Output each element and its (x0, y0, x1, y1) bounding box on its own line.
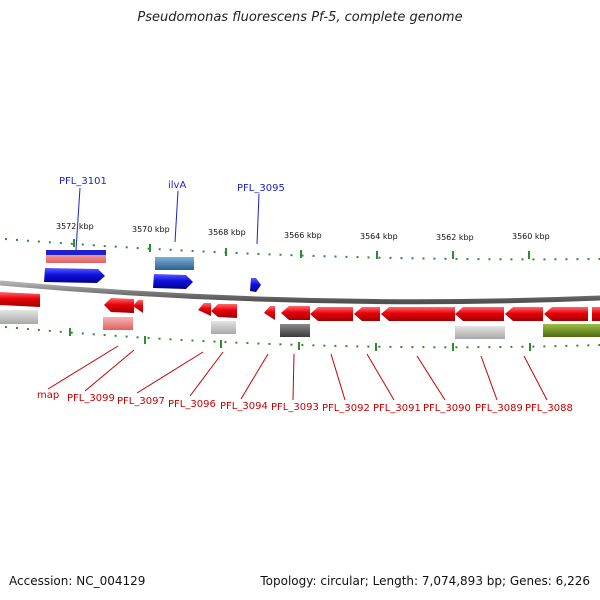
gene-arrow-pfl-3096[interactable] (211, 304, 237, 318)
gene-label-pfl-3095[interactable]: PFL_3095 (237, 183, 285, 194)
scale-labels: 3572 kbp 3570 kbp 3568 kbp 3566 kbp 3564… (56, 222, 550, 242)
gene-label-pfl-3090[interactable]: PFL_3090 (423, 403, 471, 414)
gene-label-pfl-3089[interactable]: PFL_3089 (475, 403, 523, 414)
gene-arrow-pfl-3089[interactable] (455, 307, 504, 321)
gene-track-steel[interactable] (155, 257, 194, 270)
gene-label-pfl-3092[interactable]: PFL_3092 (322, 403, 370, 414)
gene-arrow-pfl-3093[interactable] (281, 306, 310, 320)
scale-label-3560: 3560 kbp (512, 232, 550, 241)
gene-arrow-pfl-3091[interactable] (354, 307, 380, 321)
top-gene-labels: PFL_3101 ilvA PFL_3095 (59, 176, 285, 194)
gene-arrow-ilva[interactable] (153, 274, 193, 289)
scale-label-3566: 3566 kbp (284, 231, 322, 240)
gene-arrow-pfl-3098[interactable] (133, 300, 143, 313)
gene-arrow-right-edge[interactable] (592, 307, 600, 321)
feature-grey-2[interactable] (211, 321, 236, 334)
feature-grey-left[interactable] (0, 310, 38, 324)
gene-label-pfl-3097[interactable]: PFL_3097 (117, 396, 165, 407)
gene-arrow-pfl-3087[interactable] (544, 307, 588, 321)
gene-arrow-pfl-3097[interactable] (198, 303, 211, 316)
gene-label-pfl-3096[interactable]: PFL_3096 (168, 399, 216, 410)
feature-pink[interactable] (103, 317, 133, 330)
accession-text: Accession: NC_004129 (9, 574, 146, 588)
gene-arrow-pfl-3099[interactable] (104, 298, 134, 313)
reverse-strand-genes (0, 292, 600, 339)
forward-strand-genes (44, 250, 261, 292)
gene-arrow-left-edge[interactable] (0, 292, 40, 307)
gene-label-map[interactable]: map (37, 390, 59, 401)
gene-arrow-pfl-3092[interactable] (310, 307, 353, 321)
gene-arrow-pfl-3101[interactable] (44, 268, 105, 283)
top-label-leaders (75, 187, 260, 251)
scale-label-3564: 3564 kbp (360, 232, 398, 241)
bottom-gene-labels: map PFL_3099 PFL_3097 PFL_3096 PFL_3094 … (37, 390, 573, 414)
outer-tick-ruler (4, 238, 600, 261)
scale-label-3570: 3570 kbp (132, 225, 170, 234)
gene-arrow-pfl-3094[interactable] (264, 306, 275, 320)
bottom-label-leaders (47, 345, 548, 401)
scale-label-3568: 3568 kbp (208, 228, 246, 237)
map-title: Pseudomonas fluorescens Pf-5, complete g… (137, 10, 463, 25)
gene-label-pfl-3091[interactable]: PFL_3091 (373, 403, 421, 414)
scale-label-3572: 3572 kbp (56, 222, 94, 231)
inner-tick-ruler (4, 326, 600, 351)
gene-arrow-pfl-3090[interactable] (381, 307, 455, 321)
gene-label-pfl-3094[interactable]: PFL_3094 (220, 401, 268, 412)
genome-summary-text: Topology: circular; Length: 7,074,893 bp… (260, 574, 590, 588)
feature-dark[interactable] (280, 324, 310, 337)
gene-label-pfl-3099[interactable]: PFL_3099 (67, 393, 115, 404)
feature-grey-3[interactable] (455, 326, 505, 339)
gene-label-pfl-3093[interactable]: PFL_3093 (271, 402, 319, 413)
gene-arrow-pfl-3088[interactable] (505, 307, 543, 321)
feature-olive[interactable] (543, 324, 600, 337)
gene-arrow-pfl-3095[interactable] (250, 278, 261, 292)
gene-label-pfl-3088[interactable]: PFL_3088 (525, 403, 573, 414)
gene-label-ilva[interactable]: ilvA (168, 180, 186, 191)
gene-label-pfl-3101[interactable]: PFL_3101 (59, 176, 107, 187)
genome-backbone (0, 280, 600, 305)
scale-label-3562: 3562 kbp (436, 233, 474, 242)
gene-track-blue-stripe (46, 250, 106, 255)
